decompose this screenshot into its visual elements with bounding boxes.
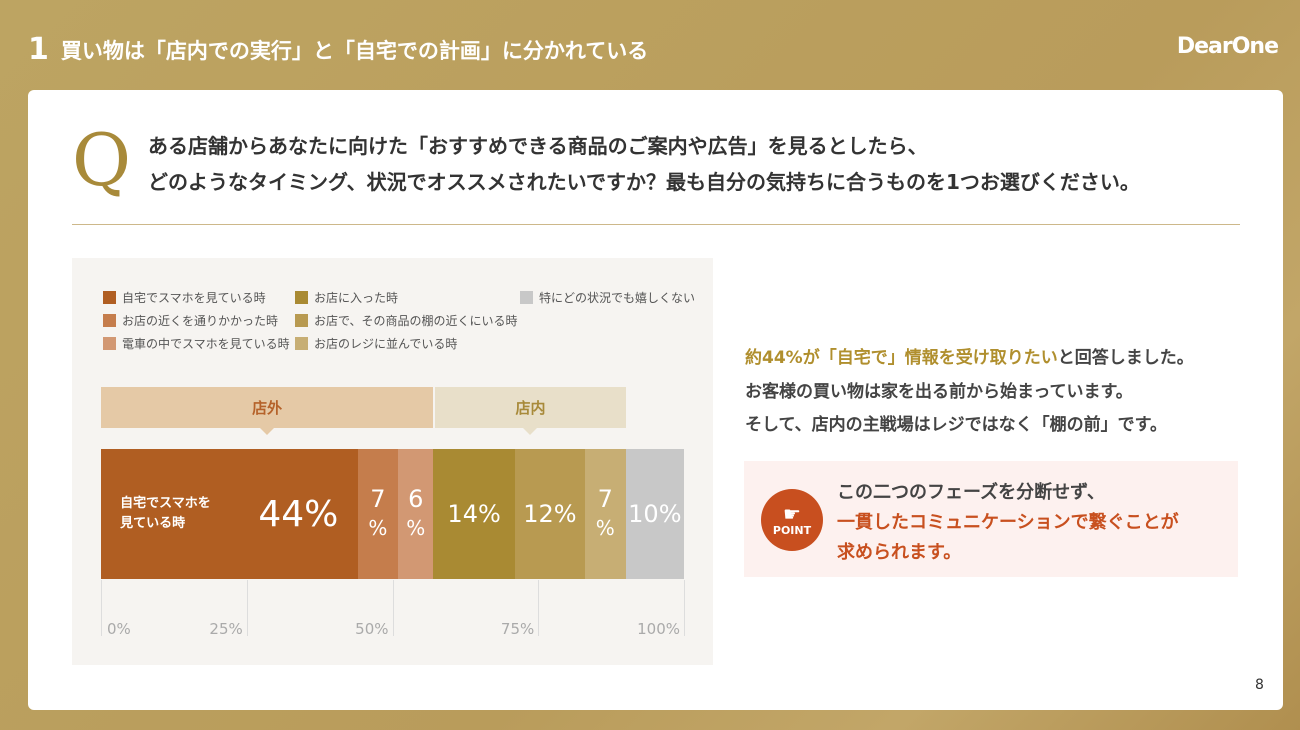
legend-item: 電車の中でスマホを見ている時 [103, 335, 290, 352]
stacked-bar: 自宅でスマホを見ている時 44% 7% 6% 14% 12% 7% 10% [101, 449, 684, 579]
finding-line-3: そして、店内の主戦場はレジではなく「棚の前」です。 [745, 415, 1167, 435]
pointer-triangle [260, 428, 275, 435]
bar-segment: 10% [625, 449, 684, 579]
segment-label: 10% [628, 500, 682, 528]
bar-segment: 12% [514, 449, 585, 579]
legend-swatch [103, 314, 116, 327]
point-label: POINT [772, 523, 812, 537]
gridline [538, 580, 540, 636]
legend-label: お店の近くを通りかかった時 [122, 314, 279, 328]
point-line-emphasis: 一貫したコミュニケーションで繋ぐことが [837, 512, 1179, 533]
legend-swatch [520, 291, 533, 304]
tick-label: 50% [355, 620, 389, 638]
segment-label: 6% [406, 484, 426, 540]
legend-label: 自宅でスマホを見ている時 [122, 291, 266, 305]
legend-swatch [103, 291, 116, 304]
gridline [392, 580, 394, 636]
segment-description: 自宅でスマホを見ている時 [120, 496, 211, 531]
legend-label: 特にどの状況でも嬉しくない [539, 291, 696, 305]
finding-highlight: 約44%が「自宅で」情報を受け取りたい [745, 348, 1058, 368]
legend-item: お店に入った時 [295, 289, 398, 306]
pointer-triangle [523, 428, 538, 435]
tick-label: 0% [107, 620, 131, 638]
legend-item: お店の近くを通りかかった時 [103, 312, 278, 329]
legend-item: お店で、その商品の棚の近くにいる時 [295, 312, 518, 329]
legend-swatch [295, 314, 308, 327]
question-line: どのようなタイミング、状況でオススメされたいですか？最も自分の気持ちに合うものを… [148, 170, 1140, 194]
point-line-emphasis: 求められます。 [837, 542, 962, 563]
legend-item: お店のレジに並んでいる時 [295, 335, 457, 352]
legend-item: 特にどの状況でも嬉しくない [520, 289, 695, 306]
slide-title: 1 買い物は「店内での実行」と「自宅での計画」に分かれている [28, 32, 648, 67]
legend-label: お店に入った時 [314, 291, 399, 305]
finding-text: と回答しました。 [1057, 348, 1194, 368]
legend-swatch [295, 291, 308, 304]
group-header: 店外 [101, 387, 434, 435]
finding-line-1: 約44%が「自宅で」情報を受け取りたいと回答しました。 [745, 343, 1194, 368]
legend-swatch [103, 337, 116, 350]
segment-label: 14% [447, 500, 501, 528]
legend-swatch [295, 337, 308, 350]
dearone-logo: DearOne [1176, 34, 1279, 59]
bar-segment: 7% [357, 449, 399, 579]
gridline [246, 580, 248, 636]
point-badge: ☛ POINT [761, 489, 823, 551]
bar-segment: 7% [584, 449, 626, 579]
point-line: この二つのフェーズを分断せず、 [837, 482, 1105, 503]
gridline [101, 580, 102, 636]
group-label: 店外 [252, 399, 283, 417]
page-number: 8 [1255, 677, 1264, 693]
legend-label: お店で、その商品の棚の近くにいる時 [314, 314, 518, 328]
group-label: 店内 [515, 399, 546, 417]
question-line: ある店舗からあなたに向けた「おすすめできる商品のご案内や広告」を見るとしたら、 [148, 134, 928, 158]
bar-segment: 自宅でスマホを見ている時 44% [101, 449, 358, 579]
divider [72, 224, 1240, 225]
tick-label: 75% [500, 620, 535, 638]
q-mark: Q [72, 118, 132, 202]
question-text: ある店舗からあなたに向けた「おすすめできる商品のご案内や広告」を見るとしたら、ど… [148, 128, 1140, 200]
segment-label: 12% [523, 500, 577, 528]
bar-segment: 6% [398, 449, 434, 579]
point-box [744, 461, 1238, 577]
segment-label: 7% [595, 484, 615, 540]
legend-item: 自宅でスマホを見ている時 [103, 289, 266, 306]
group-header: 店内 [435, 387, 626, 435]
segment-label: 44% [258, 493, 339, 535]
gridline [684, 580, 685, 636]
tick-label: 25% [209, 620, 243, 638]
point-text: この二つのフェーズを分断せず、一貫したコミュニケーションで繋ぐことが 求められます… [837, 478, 1179, 568]
bar-segment: 14% [433, 449, 515, 579]
tick-label: 100% [637, 620, 680, 638]
section-number: 1 [28, 32, 49, 67]
finding-line-2: お客様の買い物は家を出る前から始まっています。 [745, 382, 1133, 402]
legend-label: 電車の中でスマホを見ている時 [122, 337, 290, 351]
pointing-hand-icon: ☛ [783, 501, 801, 526]
segment-label: 7% [368, 484, 388, 540]
title-text: 買い物は「店内での実行」と「自宅での計画」に分かれている [60, 38, 649, 63]
legend-label: お店のレジに並んでいる時 [314, 337, 458, 351]
